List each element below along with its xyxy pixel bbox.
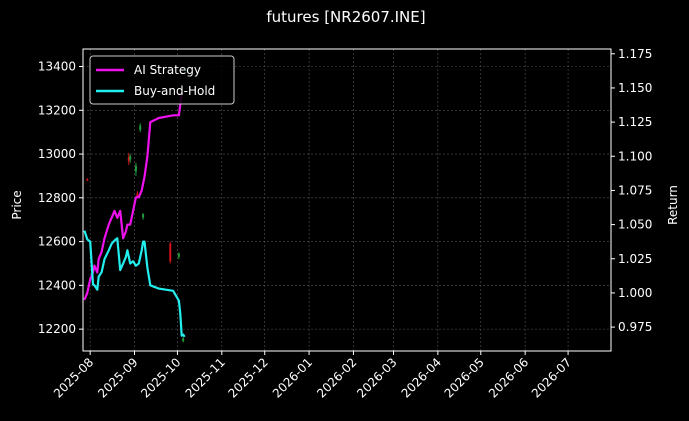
y-tick-label-left: 12600 bbox=[38, 235, 76, 249]
legend-box bbox=[89, 55, 235, 105]
candle-body bbox=[177, 253, 180, 257]
y-tick-label-right: 0.975 bbox=[618, 320, 652, 334]
candle-body bbox=[136, 193, 139, 197]
series-line-ai-strategy bbox=[83, 94, 183, 301]
y-tick-label-left: 13200 bbox=[38, 103, 76, 117]
candle-body bbox=[134, 166, 137, 172]
legend: AI Strategy Buy-and-Hold bbox=[89, 55, 235, 105]
legend-label: Buy-and-Hold bbox=[134, 84, 215, 98]
series-lines bbox=[83, 94, 186, 338]
y-tick-label-right: 1.025 bbox=[618, 252, 652, 266]
y-tick-label-right: 1.150 bbox=[618, 81, 652, 95]
right-y-axis: 0.975 1.000 1.025 1.050 1.075 1.100 1.125 1.150… bbox=[611, 47, 652, 334]
candle-body bbox=[86, 179, 89, 181]
y-tick-label-right: 1.100 bbox=[618, 149, 652, 163]
y-axis-label-left: Price bbox=[10, 190, 24, 219]
candle-body bbox=[139, 125, 142, 130]
y-tick-label-left: 13400 bbox=[38, 60, 76, 74]
y-tick-label-right: 1.050 bbox=[618, 218, 652, 232]
grid bbox=[83, 49, 611, 351]
chart-title: futures [NR2607.INE] bbox=[266, 8, 425, 26]
y-tick-label-left: 12800 bbox=[38, 191, 76, 205]
y-tick-label-left: 13000 bbox=[38, 147, 76, 161]
legend-label: AI Strategy bbox=[134, 63, 201, 77]
y-tick-label-left: 12200 bbox=[38, 322, 76, 336]
candle-body bbox=[142, 214, 145, 218]
y-axis-label-right: Return bbox=[666, 185, 680, 225]
candle-body bbox=[182, 338, 185, 342]
y-tick-label-right: 1.075 bbox=[618, 183, 652, 197]
candle-body bbox=[129, 156, 132, 160]
series-line-buy-and-hold bbox=[83, 230, 186, 338]
y-tick-label-right: 1.000 bbox=[618, 286, 652, 300]
candle-body bbox=[127, 157, 130, 162]
y-tick-label-right: 1.175 bbox=[618, 47, 652, 61]
left-y-axis: 12200 12400 12600 12800 13000 13200 13400 bbox=[38, 60, 83, 336]
y-tick-label-right: 1.125 bbox=[618, 115, 652, 129]
candle-body bbox=[169, 243, 172, 262]
y-tick-label-left: 12400 bbox=[38, 278, 76, 292]
plot-frame bbox=[82, 48, 612, 352]
